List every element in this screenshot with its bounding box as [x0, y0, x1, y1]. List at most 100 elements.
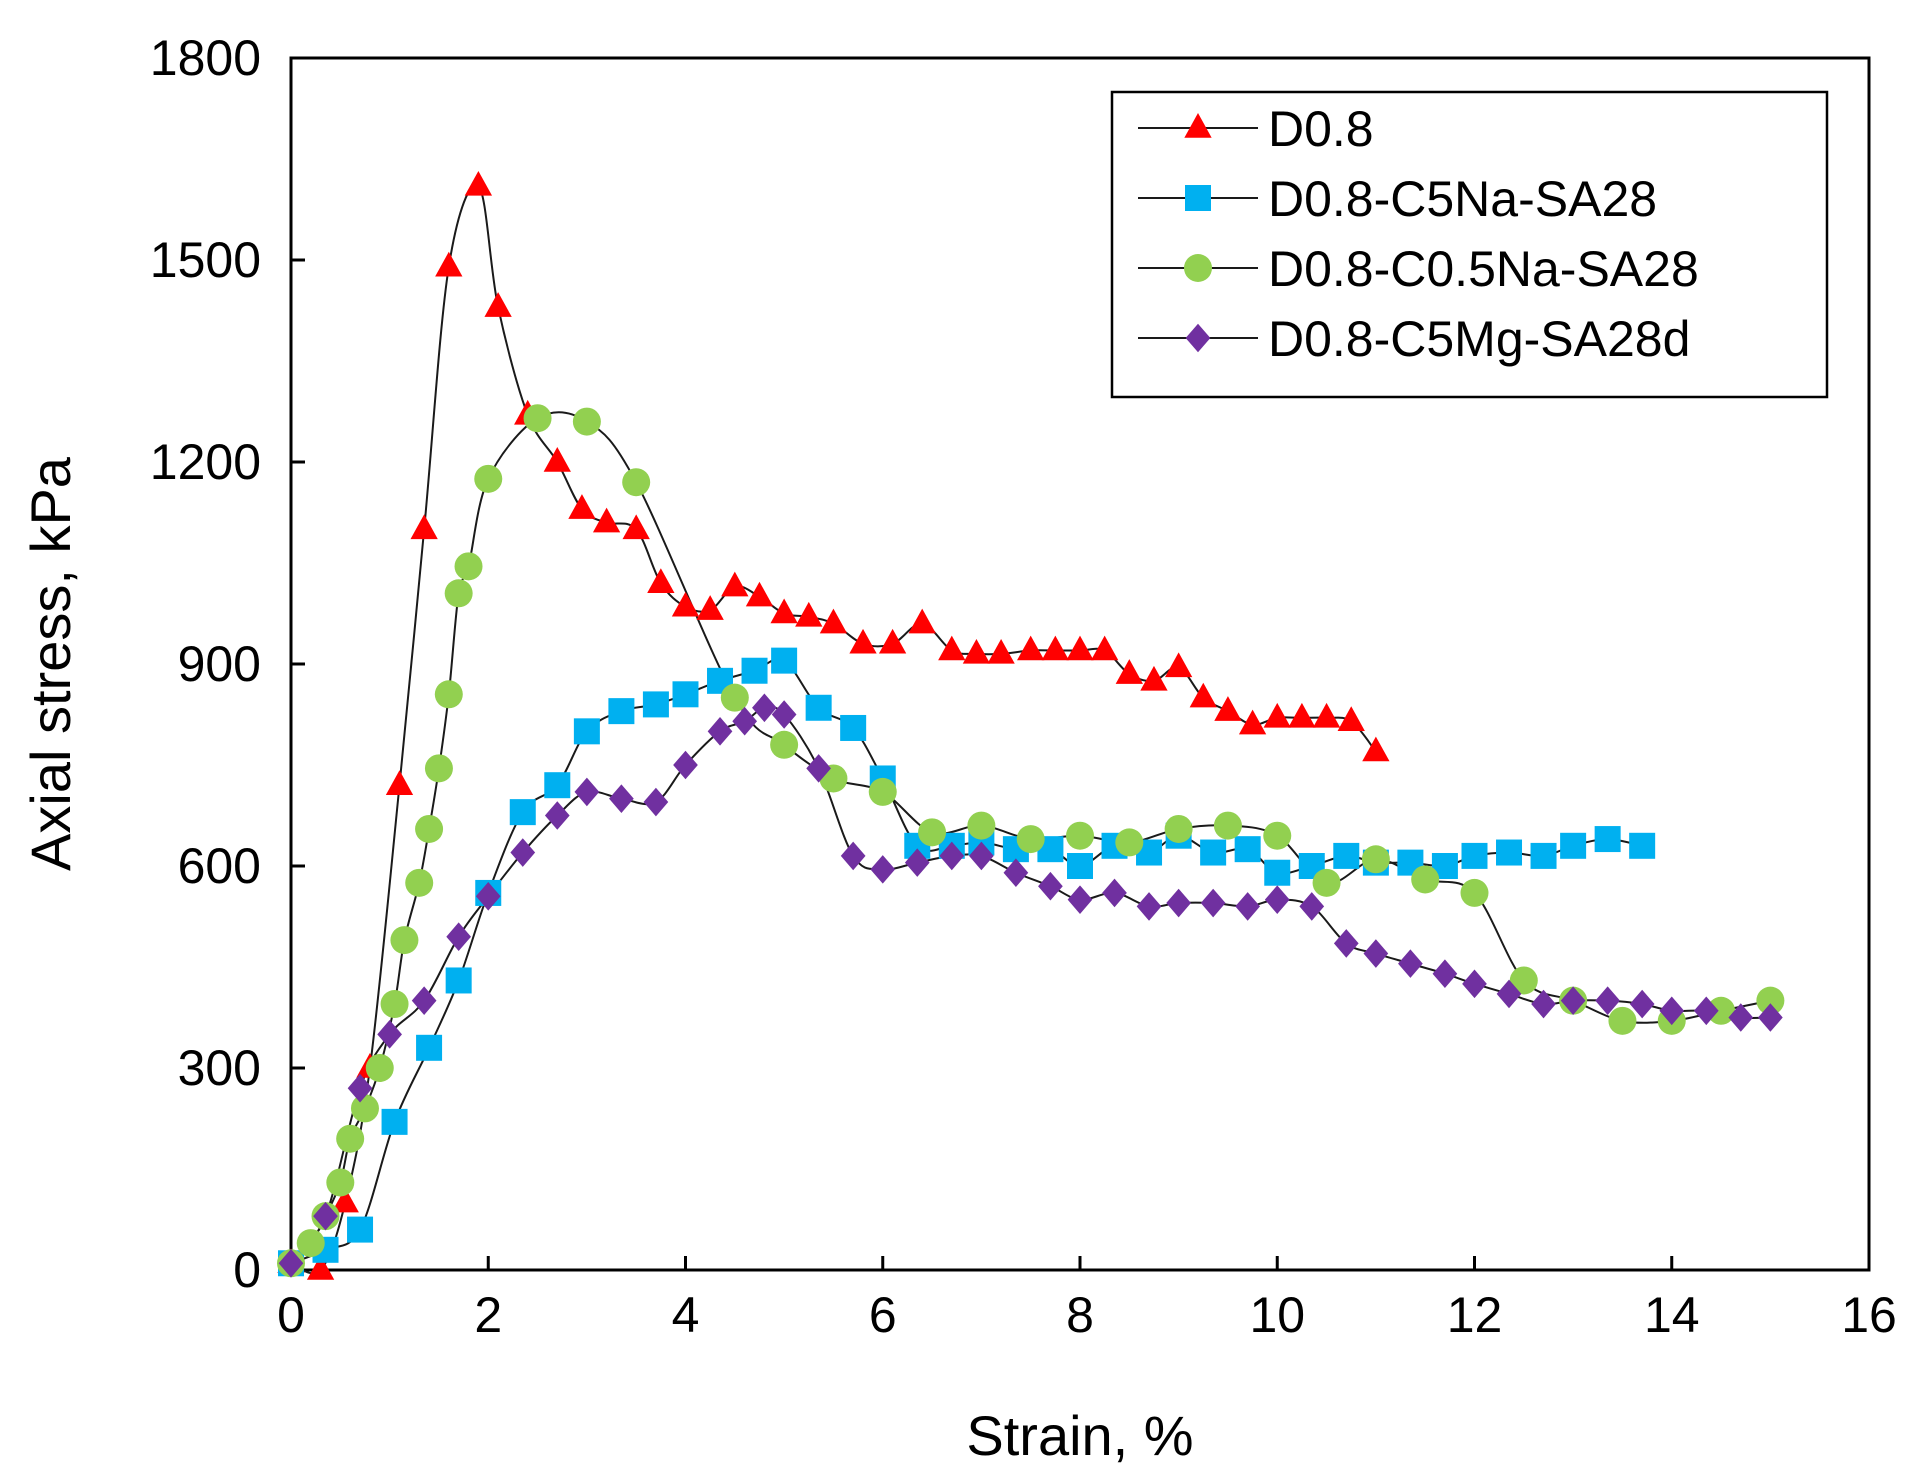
data-point-circle [1016, 825, 1045, 854]
data-point-triangle [647, 568, 675, 593]
data-point-square [805, 694, 832, 721]
data-point-square [509, 799, 536, 826]
data-point-diamond [904, 848, 930, 877]
data-point-triangle [622, 514, 650, 540]
data-point-diamond [870, 855, 896, 884]
data-point-circle [967, 811, 996, 840]
data-point-triangle [331, 1187, 359, 1213]
data-point-diamond [771, 700, 797, 729]
data-point-diamond [1264, 885, 1290, 914]
data-point-triangle [1164, 652, 1193, 678]
data-point-diamond [1462, 969, 1487, 999]
data-point-diamond [377, 1020, 402, 1049]
data-point-square [642, 691, 669, 718]
data-point-diamond [446, 922, 472, 951]
data-point-circle [1164, 814, 1193, 843]
data-point-diamond [1496, 979, 1522, 1009]
data-point-circle [1707, 996, 1736, 1025]
data-point-circle [622, 468, 651, 497]
data-point-triangle [671, 591, 700, 617]
data-point-diamond [278, 1248, 304, 1278]
data-point-circle [1460, 878, 1489, 907]
data-point-diamond [1398, 949, 1423, 978]
y-tick-label: 1800 [150, 30, 261, 86]
data-point-diamond [732, 706, 758, 736]
data-point-diamond [574, 777, 600, 807]
data-point-triangle [1263, 702, 1291, 728]
data-point-triangle [696, 595, 724, 620]
data-point-circle [1361, 845, 1390, 874]
data-point-circle [350, 1094, 379, 1123]
data-point-triangle [435, 251, 463, 277]
data-point-square [544, 772, 571, 799]
data-point-diamond [510, 838, 536, 867]
legend: D0.8 D0.8-C5Na-SA28 D0.8-C0.5Na-SA28 D0.8-C… [1110, 90, 1829, 399]
data-point-diamond [1758, 1003, 1783, 1032]
y-tick-label: 300 [178, 1040, 261, 1096]
data-point-circle [1756, 986, 1785, 1015]
data-point-square [840, 714, 867, 741]
data-point-circle [1263, 821, 1292, 850]
data-point-circle [1312, 868, 1341, 897]
data-point-square [1234, 836, 1261, 863]
data-point-square [1560, 832, 1587, 859]
data-point-diamond [347, 1073, 373, 1103]
data-point-triangle [1189, 682, 1217, 708]
data-point-square [1264, 859, 1291, 886]
data-point-triangle [1238, 709, 1267, 735]
data-point-circle [444, 579, 473, 608]
data-point-diamond [806, 754, 831, 783]
axis-ticks: 0 2 4 6 8 10 12 14 16 0 300 600 900 1200 1500 1800 [150, 30, 1897, 1343]
data-point-triangle [543, 447, 571, 472]
data-point-diamond [313, 1201, 338, 1231]
data-point-triangle [987, 638, 1015, 664]
y-tick-label: 900 [178, 636, 261, 692]
data-point-diamond [1067, 885, 1093, 914]
data-point-diamond [1629, 989, 1655, 1019]
data-point-square [347, 1216, 374, 1243]
data-point-triangle [568, 494, 596, 519]
legend-marker-square [1185, 185, 1211, 211]
legend-label: D0.8-C0.5Na-SA28 [1268, 241, 1699, 297]
data-point-circle [434, 680, 463, 709]
data-point-circle [523, 404, 552, 433]
data-point-circle [1066, 821, 1094, 850]
data-point-circle [380, 990, 409, 1019]
series-markers [277, 170, 1785, 1280]
data-point-circle [720, 683, 749, 712]
data-point-circle [424, 754, 453, 783]
data-point-diamond [673, 750, 698, 780]
data-point-triangle [938, 635, 966, 661]
data-point-square [1333, 842, 1360, 869]
legend-label: D0.8-C5Na-SA28 [1268, 171, 1657, 227]
legend-box [1110, 90, 1829, 399]
data-point-circle [1608, 1006, 1637, 1035]
data-point-circle [868, 777, 897, 806]
data-point-triangle [484, 292, 512, 317]
x-tick-label: 10 [1249, 1287, 1305, 1343]
data-point-square [608, 698, 635, 725]
data-point-triangle [1140, 665, 1168, 691]
data-point-circle [415, 814, 444, 843]
data-point-circle [1411, 865, 1440, 894]
data-point-triangle [878, 628, 907, 654]
data-point-square [1530, 842, 1557, 869]
data-point-triangle [962, 638, 991, 664]
data-point-triangle [385, 770, 414, 795]
y-tick-label: 1200 [150, 434, 261, 490]
data-point-square [771, 647, 798, 674]
data-point-square [573, 718, 600, 745]
data-point-diamond [1235, 892, 1261, 921]
data-point-square [1200, 839, 1227, 866]
data-point-square [672, 681, 699, 708]
data-point-diamond [1299, 892, 1325, 921]
data-point-triangle [306, 1255, 335, 1280]
data-point-triangle [1041, 635, 1069, 661]
data-point-circle [336, 1124, 365, 1153]
data-point-triangle [1312, 702, 1341, 728]
data-point-square [1594, 826, 1621, 853]
data-point-square [445, 967, 472, 994]
data-point-circle [572, 407, 601, 436]
data-point-triangle [745, 581, 774, 607]
